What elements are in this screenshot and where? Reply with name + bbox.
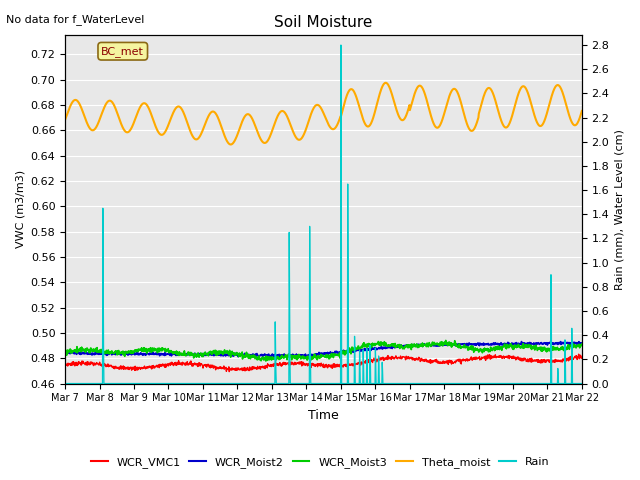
Legend: WCR_VMC1, WCR_Moist2, WCR_Moist3, Theta_moist, Rain: WCR_VMC1, WCR_Moist2, WCR_Moist3, Theta_… <box>86 452 554 472</box>
Y-axis label: Rain (mm), Water Level (cm): Rain (mm), Water Level (cm) <box>615 129 625 290</box>
Y-axis label: VWC (m3/m3): VWC (m3/m3) <box>15 170 25 249</box>
Title: Soil Moisture: Soil Moisture <box>275 15 372 30</box>
X-axis label: Time: Time <box>308 409 339 422</box>
Text: No data for f_WaterLevel: No data for f_WaterLevel <box>6 14 145 25</box>
Text: BC_met: BC_met <box>101 46 144 57</box>
